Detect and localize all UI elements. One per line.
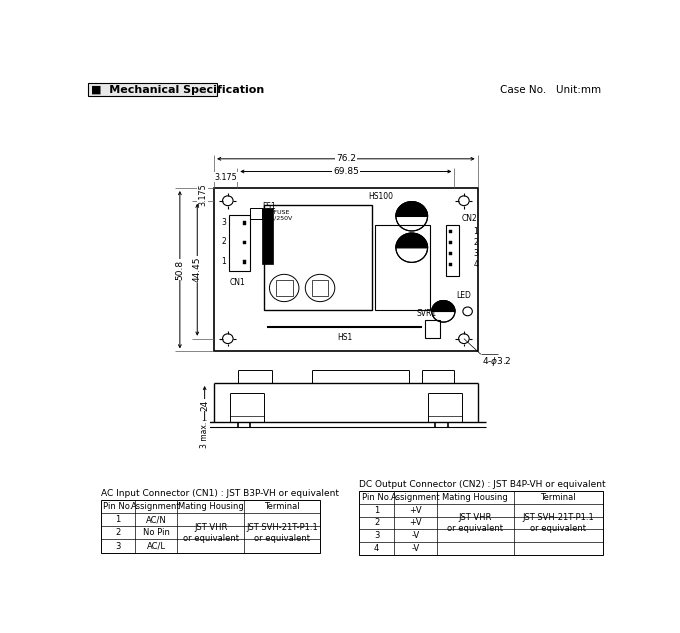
Bar: [101, 500, 320, 553]
Text: Mating Housing: Mating Housing: [443, 493, 508, 502]
Text: 76.2: 76.2: [336, 154, 356, 163]
Bar: [449, 263, 452, 266]
Text: -V: -V: [411, 531, 420, 540]
Bar: [359, 491, 602, 555]
Text: 4-$\phi$3.2: 4-$\phi$3.2: [482, 355, 511, 368]
Bar: [214, 188, 477, 351]
Bar: [449, 252, 452, 256]
Text: 2: 2: [374, 518, 379, 527]
Text: 4: 4: [473, 260, 478, 268]
Text: ■  Mechanical Specification: ■ Mechanical Specification: [91, 85, 265, 94]
Circle shape: [396, 233, 428, 263]
Text: 4: 4: [374, 544, 379, 553]
Text: DC Output Connector (CN2) : JST B4P-VH or equivalent: DC Output Connector (CN2) : JST B4P-VH o…: [359, 480, 606, 489]
Circle shape: [396, 202, 428, 231]
Text: SVR1: SVR1: [417, 309, 437, 318]
Text: 1: 1: [473, 227, 478, 235]
Text: 2: 2: [115, 529, 120, 537]
Bar: [449, 230, 452, 234]
Text: 3: 3: [374, 531, 379, 540]
Text: Terminal: Terminal: [264, 502, 300, 511]
Bar: [264, 205, 372, 310]
Text: 44.45: 44.45: [192, 257, 202, 282]
Text: No Pin: No Pin: [143, 529, 169, 537]
Text: Mating Housing: Mating Housing: [178, 502, 243, 511]
Text: 3.175: 3.175: [198, 183, 207, 206]
Text: 3.175: 3.175: [214, 173, 237, 182]
Text: 1: 1: [374, 506, 379, 515]
Text: 24: 24: [200, 399, 209, 411]
Text: AC FUSE: AC FUSE: [262, 210, 289, 215]
Bar: [276, 280, 292, 296]
Text: CN1: CN1: [230, 278, 245, 287]
Bar: [311, 280, 328, 296]
Text: CN2: CN2: [461, 214, 477, 223]
Text: 2: 2: [222, 237, 226, 246]
Polygon shape: [396, 233, 428, 248]
Text: 3: 3: [473, 249, 478, 258]
Text: JST VHR
or equivalent: JST VHR or equivalent: [183, 523, 239, 542]
Text: 3: 3: [115, 542, 120, 551]
Text: Assignment: Assignment: [131, 502, 181, 511]
Polygon shape: [396, 202, 428, 216]
Text: Pin No.: Pin No.: [362, 493, 392, 502]
Text: -V: -V: [411, 544, 420, 553]
Text: 3 max.: 3 max.: [200, 422, 209, 448]
Text: JST SVH-21T-P1.1
or equivalent: JST SVH-21T-P1.1 or equivalent: [246, 523, 318, 542]
Text: 3: 3: [222, 218, 226, 227]
Bar: [262, 208, 273, 263]
Text: FS1: FS1: [262, 202, 276, 211]
Bar: [375, 225, 430, 310]
Bar: [250, 208, 262, 219]
Text: Case No.   Unit:mm: Case No. Unit:mm: [500, 85, 602, 94]
Text: T2A/250V: T2A/250V: [262, 216, 293, 221]
Bar: [229, 215, 250, 271]
Bar: [425, 320, 440, 338]
Text: Terminal: Terminal: [541, 493, 576, 502]
Text: +V: +V: [409, 506, 422, 515]
Text: +V: +V: [409, 518, 422, 527]
Text: HS1: HS1: [337, 333, 352, 342]
Bar: [449, 241, 452, 244]
Text: Assignment: Assignment: [391, 493, 441, 502]
Text: 50.8: 50.8: [175, 260, 184, 280]
Text: LED: LED: [456, 291, 471, 299]
Bar: [243, 221, 246, 225]
Text: 1: 1: [115, 515, 120, 524]
Text: Pin No.: Pin No.: [103, 502, 133, 511]
Text: AC/N: AC/N: [146, 515, 167, 524]
Polygon shape: [432, 301, 455, 311]
Bar: [446, 225, 459, 276]
Text: JST SVH-21T-P1.1
or equivalent: JST SVH-21T-P1.1 or equivalent: [522, 513, 594, 532]
Text: AC/L: AC/L: [146, 542, 165, 551]
Text: AC Input Connector (CN1) : JST B3P-VH or equivalent: AC Input Connector (CN1) : JST B3P-VH or…: [101, 489, 339, 498]
Text: 69.85: 69.85: [333, 167, 359, 176]
Text: 2: 2: [473, 237, 478, 246]
Bar: [243, 241, 246, 244]
Text: JST VHR
or equivalent: JST VHR or equivalent: [447, 513, 503, 532]
Bar: [243, 260, 246, 263]
Circle shape: [432, 301, 455, 322]
Bar: [88, 83, 217, 96]
Text: 1: 1: [222, 256, 226, 266]
Text: HS100: HS100: [369, 192, 393, 201]
